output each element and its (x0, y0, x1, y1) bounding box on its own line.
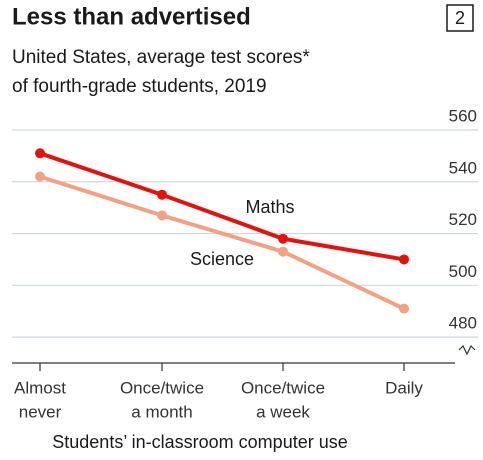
subtitle: of fourth-grade students, 2019 (12, 76, 267, 97)
x-tick-label: Once/twice (241, 378, 325, 397)
y-tick-label: 540 (449, 158, 477, 177)
x-tick-label: a month (131, 402, 192, 421)
data-point (278, 246, 288, 257)
series-label: Science (190, 249, 254, 269)
data-point (157, 189, 167, 200)
subtitle: United States, average test scores* (12, 47, 310, 68)
data-point (157, 210, 167, 221)
y-tick-label: 480 (449, 314, 477, 333)
data-point (399, 303, 409, 314)
series-line (39, 174, 405, 311)
data-point (278, 233, 288, 244)
badge-box (446, 4, 474, 32)
y-tick-label: 520 (449, 210, 477, 229)
badge: 2 (455, 8, 465, 28)
y-tick-label: 560 (449, 106, 477, 125)
axis-break (458, 344, 476, 356)
x-tick-label: never (19, 402, 62, 421)
y-tick-label: 500 (449, 262, 477, 281)
x-tick-label: Almost (14, 378, 66, 397)
series-label: Maths (245, 197, 294, 217)
data-point (35, 148, 45, 159)
series-line (39, 151, 405, 262)
data-point (35, 171, 45, 182)
chart-title: Less than advertised (12, 3, 251, 30)
data-point (399, 254, 409, 265)
x-tick-label: Daily (385, 378, 423, 397)
x-axis-label: Students’ in-classroom computer use (52, 432, 347, 452)
x-tick-label: a week (256, 402, 310, 421)
x-tick-label: Once/twice (120, 378, 204, 397)
